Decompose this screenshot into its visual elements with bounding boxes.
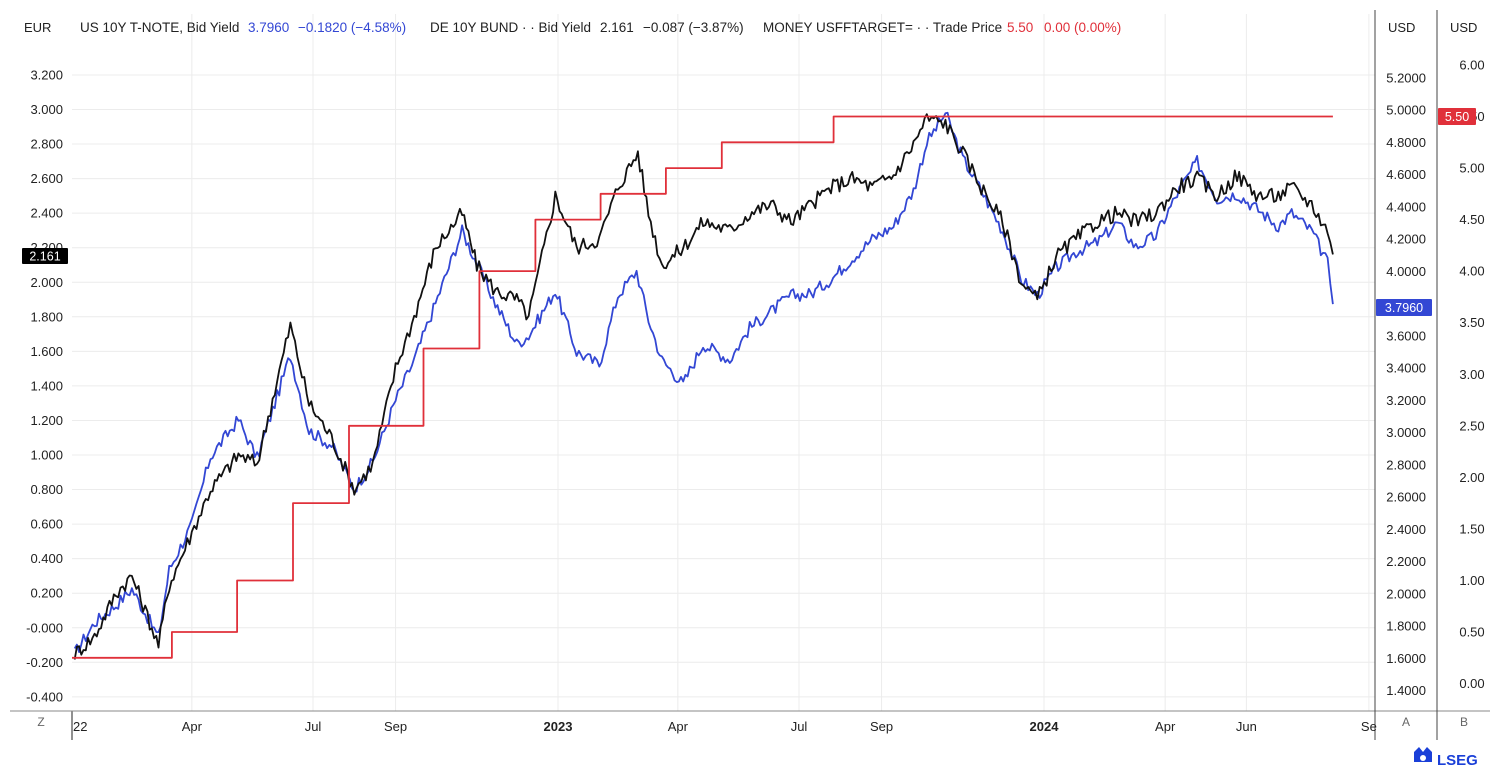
right2-tick-label: 2.00 [1459,470,1484,485]
left-tick-label: 0.200 [30,586,63,601]
right-axis-1-unit: USD [1388,20,1415,35]
right-axis-2-unit: USD [1450,20,1477,35]
left-axis-unit: EUR [24,20,51,35]
right2-tick-label: 4.00 [1459,264,1484,279]
right1-tick-label: 4.8000 [1386,135,1426,150]
auto-scale-button[interactable]: A [1396,712,1416,730]
x-tick-label: Jul [791,719,808,734]
left-tick-label: -0.000 [26,620,63,635]
x-tick-label: Sep [384,719,407,734]
right2-tick-label: 4.50 [1459,212,1484,227]
left-tick-label: 3.000 [30,102,63,117]
lseg-logo-text: LSEG [1437,752,1478,769]
lseg-logo: LSEG [1414,747,1478,769]
x-tick-label: Apr [1155,719,1176,734]
right1-tick-label: 5.0000 [1386,103,1426,118]
x-tick-label: 2023 [544,719,573,734]
legend: US 10Y T-NOTE, Bid Yield 3.7960 −0.1820 (−… [80,20,1121,35]
right1-tick-label: 2.4000 [1386,522,1426,537]
legend-us-name: US 10Y T-NOTE, Bid Yield [80,20,239,35]
right2-tick-label: 2.50 [1459,418,1484,433]
left-tick-label: 1.200 [30,413,63,428]
badges: 2.161 3.7960 5.50 [22,108,1476,316]
us-10y-line [73,111,1334,653]
right1-tick-label: 4.2000 [1386,232,1426,247]
right1-tick-label: 1.4000 [1386,683,1426,698]
legend-ff-change: 0.00 (0.00%) [1044,20,1121,35]
right1-tick-label: 2.8000 [1386,457,1426,472]
right2-tick-label: 1.00 [1459,573,1484,588]
x-tick-label: 22 [73,719,87,734]
right2-tick-label: 0.00 [1459,676,1484,691]
left-tick-label: 0.600 [30,517,63,532]
legend-ff-name: MONEY USFFTARGET= · · Trade Price [763,20,1002,35]
left-tick-label: 2.000 [30,275,63,290]
zoom-button-label: Z [37,715,44,729]
right1-tick-label: 4.4000 [1386,199,1426,214]
legend-us-change: −0.1820 (−4.58%) [298,20,406,35]
left-tick-label: 0.800 [30,482,63,497]
right2-tick-label: 3.50 [1459,315,1484,330]
right1-tick-label: 4.6000 [1386,167,1426,182]
right1-tick-label: 3.6000 [1386,328,1426,343]
scale-b-button-label: B [1460,715,1468,729]
right1-tick-label: 1.6000 [1386,651,1426,666]
auto-scale-button-label: A [1402,715,1410,729]
left-tick-label: -0.400 [26,689,63,704]
right2-tick-label: 3.00 [1459,367,1484,382]
right2-tick-label: 1.50 [1459,521,1484,536]
legend-de-name: DE 10Y BUND · · Bid Yield [430,20,591,35]
de-value-badge: 2.161 [22,248,68,264]
de-10y-line [73,113,1334,660]
left-tick-label: 1.000 [30,448,63,463]
x-tick-label: 2024 [1030,719,1060,734]
left-tick-label: 2.600 [30,171,63,186]
right1-tick-label: 2.0000 [1386,586,1426,601]
de-value-badge-text: 2.161 [29,249,60,263]
controls: Z A B LSEG [31,712,1478,769]
left-tick-label: 1.400 [30,378,63,393]
legend-ff-last: 5.50 [1007,20,1033,35]
x-tick-label: Apr [668,719,689,734]
right2-tick-label: 5.00 [1459,161,1484,176]
x-tick-label: Sep [870,719,893,734]
left-tick-label: 0.400 [30,551,63,566]
right1-tick-label: 2.6000 [1386,490,1426,505]
x-tick-label: Apr [182,719,203,734]
right1-tick-label: 4.0000 [1386,264,1426,279]
right1-tick-label: 3.2000 [1386,393,1426,408]
right1-tick-label: 3.4000 [1386,361,1426,376]
legend-de-change: −0.087 (−3.87%) [643,20,744,35]
us-value-badge-text: 3.7960 [1385,301,1423,315]
right1-tick-label: 1.8000 [1386,619,1426,634]
right2-tick-label: 6.00 [1459,57,1484,72]
series-layer [72,111,1334,660]
x-tick-label: Jul [305,719,322,734]
left-tick-label: 2.800 [30,137,63,152]
legend-us-last: 3.7960 [248,20,289,35]
left-tick-label: 2.400 [30,206,63,221]
right1-tick-label: 5.2000 [1386,70,1426,85]
us-value-badge: 3.7960 [1376,299,1432,316]
zoom-button[interactable]: Z [31,712,51,730]
ff-value-badge-text: 5.50 [1445,110,1469,124]
grid [72,14,1375,711]
right1-tick-label: 2.2000 [1386,554,1426,569]
fed-funds-line [72,115,1333,659]
right2-tick-label: 0.50 [1459,625,1484,640]
x-tick-label: Jun [1236,719,1257,734]
right1-tick-label: 3.0000 [1386,425,1426,440]
ff-value-badge: 5.50 [1438,108,1476,125]
lseg-emblem-icon [1414,747,1432,762]
scale-b-button[interactable]: B [1454,712,1474,730]
left-tick-label: 1.800 [30,309,63,324]
left-tick-label: 1.600 [30,344,63,359]
x-tick-label: Se [1361,719,1377,734]
left-tick-label: 3.200 [30,67,63,82]
legend-de-last: 2.161 [600,20,634,35]
axes-layer: EUR USD USD3.2003.0002.8002.6002.4002.2002… [10,10,1490,740]
left-tick-label: -0.200 [26,655,63,670]
